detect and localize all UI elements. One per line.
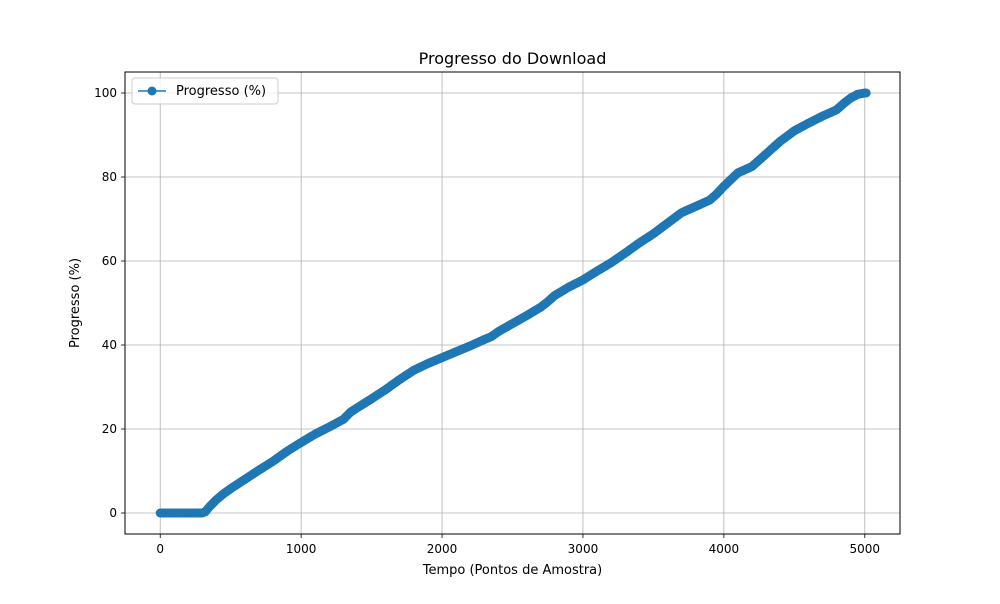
series-layer	[155, 88, 871, 518]
grid	[125, 72, 900, 534]
y-tick-label: 80	[102, 170, 117, 184]
y-tick-label: 100	[94, 86, 117, 100]
y-tick-label: 60	[102, 254, 117, 268]
legend: Progresso (%)	[131, 77, 279, 105]
x-axis-label: Tempo (Pontos de Amostra)	[422, 563, 602, 578]
legend-label: Progresso (%)	[176, 84, 266, 99]
data-point	[861, 88, 871, 98]
x-tick-label: 2000	[427, 542, 458, 556]
y-tick-label: 40	[102, 338, 117, 352]
x-tick-label: 1000	[286, 542, 317, 556]
y-tick-label: 20	[102, 422, 117, 436]
legend-box	[131, 77, 279, 105]
y-tick-label: 0	[109, 506, 117, 520]
x-tick-label: 0	[156, 542, 164, 556]
y-axis-label: Progresso (%)	[68, 258, 83, 348]
legend-marker-swatch	[147, 86, 157, 96]
x-tick-label: 4000	[709, 542, 740, 556]
x-tick-label: 3000	[568, 542, 599, 556]
ticks: 0 1000 2000 3000 4000 5000 0 20 40 60 80 100	[94, 86, 880, 556]
chart-title: Progresso do Download	[419, 49, 607, 68]
plot-frame	[124, 71, 901, 535]
series-markers	[155, 88, 871, 518]
x-tick-label: 5000	[849, 542, 880, 556]
